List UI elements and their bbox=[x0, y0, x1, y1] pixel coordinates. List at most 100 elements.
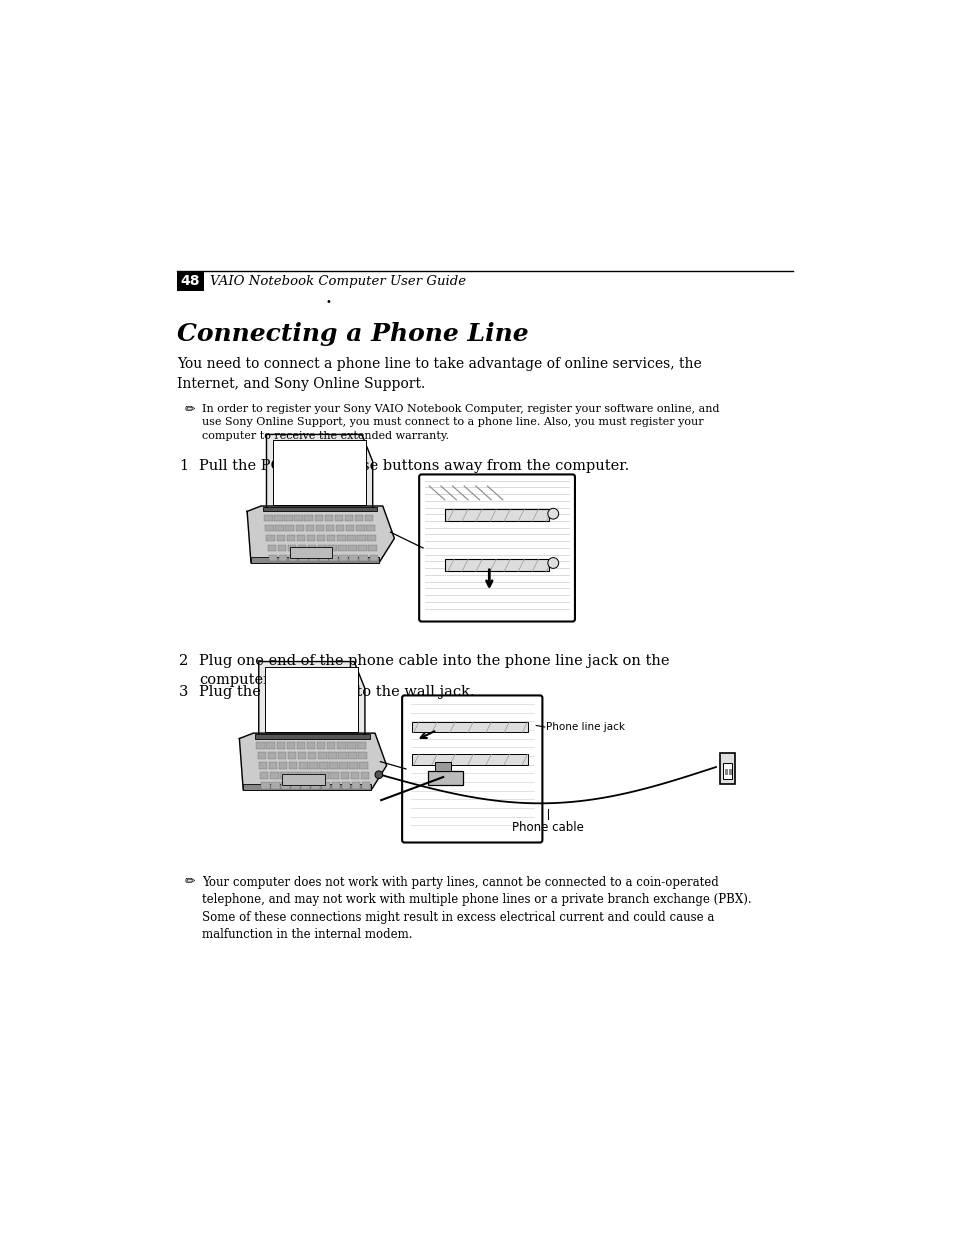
Bar bbox=[261, 783, 270, 789]
Bar bbox=[356, 535, 365, 541]
Bar bbox=[305, 525, 314, 531]
Bar bbox=[301, 783, 310, 789]
Bar bbox=[347, 742, 355, 748]
Bar bbox=[337, 752, 346, 758]
Bar bbox=[339, 555, 348, 561]
FancyBboxPatch shape bbox=[418, 475, 575, 621]
Bar bbox=[412, 753, 528, 764]
Bar bbox=[325, 525, 334, 531]
Bar bbox=[288, 545, 296, 551]
Bar bbox=[350, 772, 358, 778]
Bar bbox=[278, 555, 287, 561]
Bar bbox=[339, 762, 348, 768]
Bar bbox=[365, 515, 373, 522]
Bar bbox=[366, 525, 375, 531]
Bar bbox=[304, 515, 313, 522]
Bar bbox=[347, 535, 355, 541]
Text: 1: 1 bbox=[179, 459, 188, 473]
Bar bbox=[309, 555, 317, 561]
Bar bbox=[281, 783, 290, 789]
Text: 3: 3 bbox=[179, 684, 188, 699]
Bar bbox=[335, 525, 344, 531]
Bar bbox=[327, 742, 335, 748]
Bar bbox=[266, 742, 274, 748]
Bar bbox=[336, 742, 345, 748]
Bar bbox=[314, 515, 323, 522]
Bar bbox=[722, 763, 732, 778]
Bar bbox=[328, 752, 336, 758]
Circle shape bbox=[547, 557, 558, 568]
Text: Your computer does not work with party lines, cannot be connected to a coin-oper: Your computer does not work with party l… bbox=[202, 875, 751, 941]
Bar bbox=[251, 557, 378, 563]
Bar bbox=[412, 721, 528, 732]
Bar bbox=[349, 762, 357, 768]
Bar bbox=[276, 535, 285, 541]
Bar bbox=[359, 555, 368, 561]
Bar bbox=[254, 734, 369, 739]
Bar bbox=[273, 440, 365, 506]
Bar bbox=[295, 525, 304, 531]
Bar bbox=[297, 752, 306, 758]
Bar bbox=[361, 783, 370, 789]
Bar bbox=[265, 525, 274, 531]
Bar bbox=[177, 271, 204, 291]
Bar bbox=[265, 667, 357, 732]
Bar bbox=[316, 535, 325, 541]
Text: •: • bbox=[325, 297, 331, 307]
Text: Plug one end of the phone cable into the phone line jack on the
computer.: Plug one end of the phone cable into the… bbox=[199, 653, 669, 687]
Bar bbox=[330, 772, 338, 778]
Bar bbox=[315, 525, 324, 531]
Bar bbox=[296, 742, 305, 748]
Bar bbox=[340, 772, 349, 778]
Text: In order to register your Sony VAIO Notebook Computer, register your software on: In order to register your Sony VAIO Note… bbox=[202, 403, 719, 441]
Bar bbox=[444, 559, 549, 571]
Text: Plug the other end into the wall jack.: Plug the other end into the wall jack. bbox=[199, 684, 475, 699]
Bar bbox=[269, 555, 277, 561]
Bar bbox=[276, 742, 285, 748]
Bar bbox=[297, 545, 306, 551]
Bar bbox=[369, 555, 377, 561]
Bar bbox=[317, 545, 326, 551]
Text: You need to connect a phone line to take advantage of online services, the
Inter: You need to connect a phone line to take… bbox=[177, 358, 701, 391]
Bar bbox=[320, 772, 329, 778]
Bar bbox=[368, 545, 376, 551]
Bar bbox=[298, 762, 307, 768]
Bar bbox=[282, 774, 324, 784]
Bar bbox=[319, 762, 328, 768]
Circle shape bbox=[547, 508, 558, 519]
Text: ✏: ✏ bbox=[185, 875, 195, 889]
Bar bbox=[358, 752, 367, 758]
Bar bbox=[329, 555, 337, 561]
Text: VAIO Notebook Computer User Guide: VAIO Notebook Computer User Guide bbox=[210, 275, 466, 287]
Bar bbox=[317, 752, 326, 758]
Bar bbox=[349, 555, 357, 561]
Bar bbox=[352, 783, 360, 789]
Bar bbox=[321, 783, 330, 789]
Bar bbox=[256, 742, 265, 748]
Bar bbox=[286, 742, 294, 748]
Bar bbox=[278, 762, 287, 768]
Bar bbox=[359, 762, 368, 768]
Bar bbox=[258, 762, 267, 768]
Bar bbox=[269, 762, 277, 768]
Bar bbox=[285, 525, 294, 531]
Text: 48: 48 bbox=[181, 274, 200, 289]
Bar bbox=[720, 753, 735, 784]
Bar bbox=[355, 525, 364, 531]
Bar bbox=[328, 545, 336, 551]
Bar bbox=[257, 752, 266, 758]
Bar bbox=[336, 535, 345, 541]
Bar bbox=[289, 555, 297, 561]
Bar bbox=[270, 772, 278, 778]
Text: Connecting a Phone Line: Connecting a Phone Line bbox=[177, 322, 529, 346]
Bar bbox=[435, 762, 451, 771]
Bar bbox=[290, 772, 298, 778]
Bar bbox=[298, 555, 307, 561]
Bar bbox=[337, 545, 346, 551]
Bar bbox=[316, 742, 325, 748]
Bar bbox=[307, 742, 315, 748]
Bar bbox=[289, 762, 297, 768]
Text: Phone cable: Phone cable bbox=[512, 821, 583, 834]
Bar bbox=[300, 772, 309, 778]
Bar bbox=[277, 545, 286, 551]
